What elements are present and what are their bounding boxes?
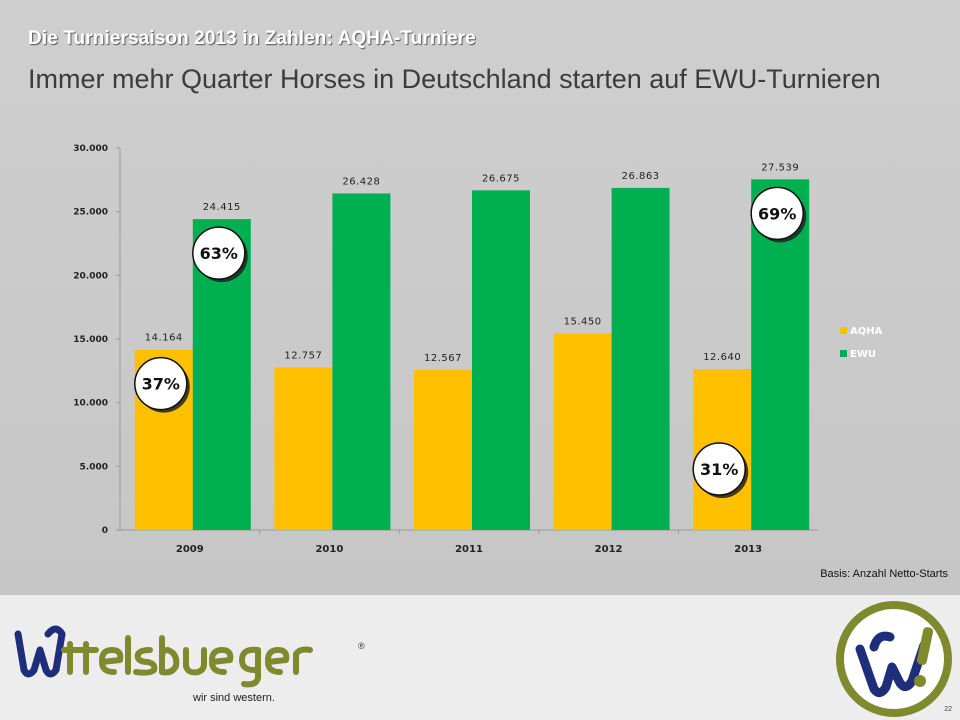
- registered-mark: ®: [358, 641, 365, 651]
- data-label: 24.415: [203, 202, 241, 213]
- percent-badge-label: 37%: [142, 375, 180, 394]
- slide-headline: Immer mehr Quarter Horses in Deutschland…: [28, 64, 881, 94]
- percent-badge: [750, 186, 804, 241]
- x-tick-label: 2010: [315, 544, 343, 555]
- y-tick-label: 5.000: [80, 462, 108, 472]
- y-tick-label: 20.000: [73, 271, 108, 281]
- y-tick-label: 25.000: [73, 208, 108, 218]
- data-label: 26.675: [482, 173, 520, 184]
- x-tick-label: 2013: [734, 544, 762, 555]
- data-label: 12.567: [424, 353, 462, 364]
- bar-ewu-2011: [472, 190, 530, 531]
- bar-ewu-2010: [332, 193, 391, 530]
- x-tick-label: 2011: [455, 544, 483, 555]
- percent-badge: [692, 442, 746, 496]
- bar-chart: 0 5.000 10.000 15.000 20.000 25.000 30.000 14.1…: [73, 144, 883, 555]
- data-label: 27.539: [761, 162, 799, 173]
- data-label: 26.863: [622, 171, 660, 182]
- legend-label-aqha: AQHA: [850, 326, 883, 337]
- ittelsbuerger-emblem: [836, 601, 952, 717]
- legend-swatch-ewu: [840, 350, 847, 357]
- data-label: 12.640: [703, 352, 741, 363]
- y-tick-label: 30.000: [73, 144, 108, 154]
- percent-badge-label: 63%: [200, 244, 238, 263]
- bar-ewu-2012: [611, 187, 670, 531]
- y-tick-label: 10.000: [73, 399, 108, 409]
- legend-label-ewu: EWU: [850, 349, 876, 360]
- data-label: 15.450: [564, 316, 602, 327]
- percent-badge: [134, 356, 188, 411]
- ittelsbuerger-logo: [14, 625, 313, 688]
- tagline: wir sind western.: [193, 692, 275, 704]
- data-label: 14.164: [145, 333, 183, 344]
- legend-swatch-aqha: [840, 327, 847, 334]
- data-label: 26.428: [342, 176, 380, 187]
- x-tick-label: 2009: [176, 544, 204, 555]
- bar-aqha-2011: [414, 369, 472, 530]
- y-tick-label: 0: [102, 526, 108, 536]
- data-label: 12.757: [284, 351, 322, 362]
- y-tick-label: 15.000: [73, 335, 108, 345]
- bar-aqha-2012: [553, 333, 612, 530]
- x-tick-label: 2012: [595, 544, 623, 555]
- percent-badge-label: 69%: [758, 204, 796, 223]
- slide-kicker: Die Turniersaison 2013 in Zahlen: AQHA-T…: [28, 28, 476, 49]
- page-number: 22: [944, 706, 952, 713]
- basis-note: Basis: Anzahl Netto-Starts: [820, 568, 948, 580]
- percent-badge: [192, 226, 246, 280]
- percent-badge-label: 31%: [700, 460, 738, 479]
- bar-aqha-2010: [274, 367, 333, 530]
